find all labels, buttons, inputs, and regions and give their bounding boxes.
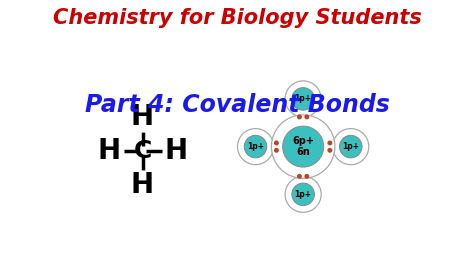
Text: H: H (131, 171, 154, 198)
Text: 1p+: 1p+ (295, 190, 311, 199)
Circle shape (285, 176, 321, 212)
Text: Part 4: Covalent Bonds: Part 4: Covalent Bonds (84, 93, 390, 117)
Circle shape (244, 135, 267, 158)
Circle shape (283, 126, 324, 167)
Text: 1p+: 1p+ (342, 142, 359, 151)
Circle shape (328, 148, 332, 153)
Circle shape (328, 140, 332, 146)
Text: 1p+: 1p+ (247, 142, 264, 151)
Text: H: H (98, 137, 121, 165)
Circle shape (274, 148, 279, 153)
Circle shape (339, 135, 362, 158)
Text: C: C (133, 139, 152, 163)
Circle shape (304, 174, 310, 179)
Circle shape (237, 128, 273, 165)
Circle shape (272, 115, 335, 178)
Circle shape (274, 140, 279, 146)
Circle shape (292, 88, 314, 110)
Circle shape (304, 114, 310, 119)
Circle shape (297, 174, 302, 179)
Text: H: H (164, 137, 187, 165)
Circle shape (292, 183, 314, 206)
Circle shape (333, 128, 369, 165)
Text: Chemistry for Biology Students: Chemistry for Biology Students (53, 8, 421, 28)
Text: H: H (131, 103, 154, 131)
Text: 1p+: 1p+ (295, 94, 311, 103)
Circle shape (297, 114, 302, 119)
Text: 6p+
6n: 6p+ 6n (292, 136, 314, 157)
Circle shape (285, 81, 321, 117)
